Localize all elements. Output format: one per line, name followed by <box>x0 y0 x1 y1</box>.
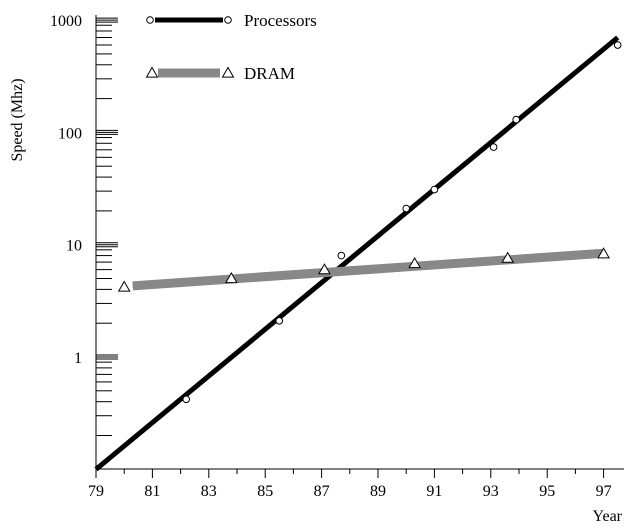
y-tick-label: 100 <box>58 125 82 142</box>
data-point <box>613 41 622 49</box>
legend-item-dram: DRAM <box>145 64 295 83</box>
data-point <box>408 257 422 269</box>
x-tick-label: 79 <box>88 483 104 500</box>
data-point <box>430 185 439 194</box>
y-axis-title: Speed (Mhz) <box>9 78 26 161</box>
data-point <box>597 247 610 259</box>
y-minor-ticks <box>96 24 112 436</box>
data-point <box>489 143 498 151</box>
axes <box>95 15 624 470</box>
series-layer <box>94 35 622 472</box>
y-tick-label: 1 <box>74 350 82 367</box>
series-processors <box>94 35 622 472</box>
legend-marker <box>221 66 235 78</box>
x-tick-label: 97 <box>596 483 612 500</box>
legend-marker <box>145 66 159 78</box>
data-point <box>224 271 238 284</box>
y-tick-label: 10 <box>66 238 82 255</box>
x-tick-label: 89 <box>370 483 386 500</box>
legend-marker <box>224 16 232 24</box>
legend-item-processors: Processors <box>146 11 317 30</box>
x-tick-label: 87 <box>314 483 330 500</box>
data-point <box>501 251 515 263</box>
data-point <box>402 204 411 213</box>
legend-marker <box>146 16 154 24</box>
y-major-ticks: 1000 100 10 1 <box>50 13 118 367</box>
data-point <box>275 317 284 325</box>
legend-label: DRAM <box>244 64 295 83</box>
data-point <box>512 115 520 124</box>
y-tick-label: 1000 <box>50 13 82 30</box>
legend: Processors DRAM <box>145 11 317 83</box>
x-axis-title: Year <box>593 508 623 525</box>
data-point <box>337 251 346 260</box>
x-tick-label: 85 <box>257 483 273 500</box>
x-ticks: 79 81 83 85 87 89 91 93 95 97 <box>88 469 612 500</box>
data-point <box>318 263 331 275</box>
x-tick-label: 93 <box>483 483 499 500</box>
x-tick-label: 91 <box>426 483 442 500</box>
data-point <box>182 395 191 404</box>
data-point <box>117 280 131 292</box>
x-tick-label: 81 <box>144 483 160 500</box>
legend-label: Processors <box>244 11 317 30</box>
trend-line-processors <box>94 35 620 472</box>
series-dram <box>117 247 610 292</box>
trend-line-dram <box>132 248 604 291</box>
x-tick-label: 95 <box>539 483 555 500</box>
x-tick-label: 83 <box>201 483 217 500</box>
